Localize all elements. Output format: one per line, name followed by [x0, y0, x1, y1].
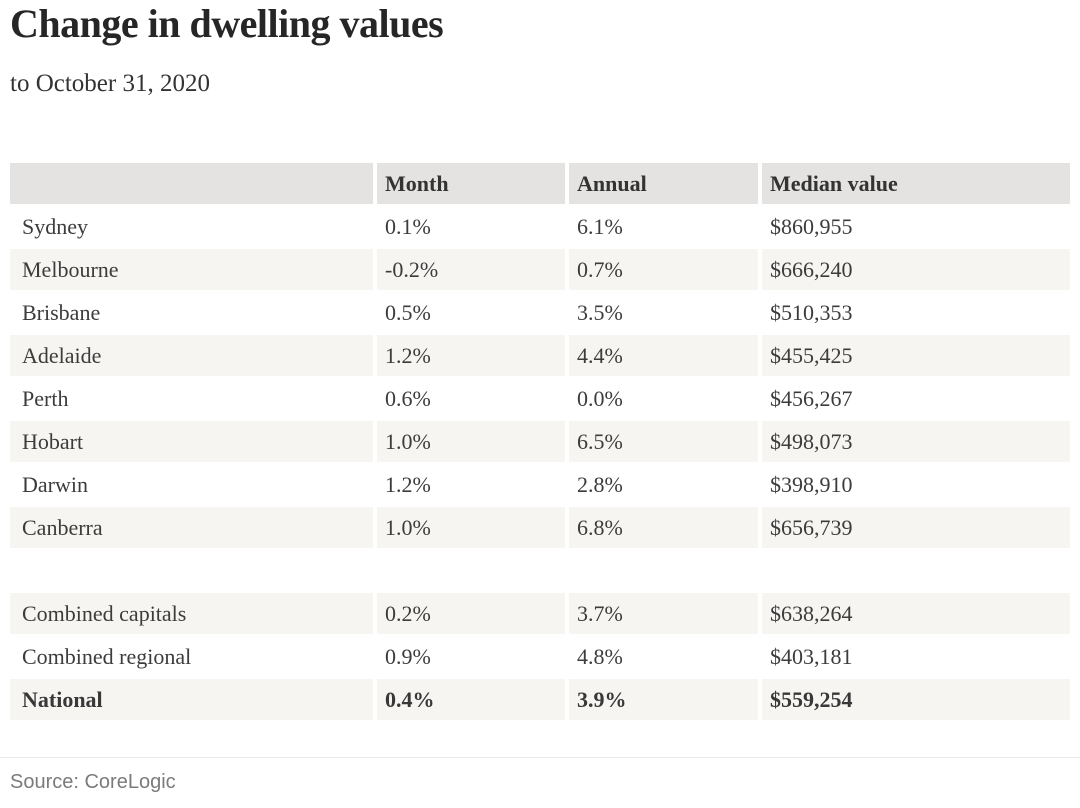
region-cell: Darwin — [10, 464, 377, 507]
median-value-cell: $666,240 — [762, 249, 1070, 292]
table-header-row: Month Annual Median value — [10, 163, 1070, 206]
city-rows-group: Sydney 0.1% 6.1% $860,955 Melbourne -0.2… — [10, 206, 1070, 550]
median-value-cell: $403,181 — [762, 636, 1070, 679]
month-cell: 0.6% — [377, 378, 569, 421]
page-title: Change in dwelling values — [10, 1, 444, 46]
region-cell: Perth — [10, 378, 377, 421]
median-value-cell: $638,264 — [762, 593, 1070, 636]
region-cell: Sydney — [10, 206, 377, 249]
annual-cell: 3.5% — [569, 292, 762, 335]
table-row-brisbane: Brisbane 0.5% 3.5% $510,353 — [10, 292, 1070, 335]
median-value-cell: $498,073 — [762, 421, 1070, 464]
median-value-cell: $656,739 — [762, 507, 1070, 550]
month-cell: 0.1% — [377, 206, 569, 249]
annual-cell: 4.8% — [569, 636, 762, 679]
region-cell: Adelaide — [10, 335, 377, 378]
month-cell: 0.4% — [377, 679, 569, 722]
table-row-hobart: Hobart 1.0% 6.5% $498,073 — [10, 421, 1070, 464]
dwelling-values-table: Month Annual Median value Sydney 0.1% 6.… — [10, 163, 1070, 722]
region-cell: Canberra — [10, 507, 377, 550]
region-cell: Combined capitals — [10, 593, 377, 636]
column-header-annual: Annual — [569, 163, 762, 206]
median-value-cell: $455,425 — [762, 335, 1070, 378]
month-cell: 1.2% — [377, 464, 569, 507]
page-subtitle: to October 31, 2020 — [10, 70, 210, 97]
median-value-cell: $456,267 — [762, 378, 1070, 421]
region-cell: Melbourne — [10, 249, 377, 292]
summary-rows-group: Combined capitals 0.2% 3.7% $638,264 Com… — [10, 593, 1070, 722]
table-row-darwin: Darwin 1.2% 2.8% $398,910 — [10, 464, 1070, 507]
spacer-group — [10, 550, 1070, 593]
table-row-adelaide: Adelaide 1.2% 4.4% $455,425 — [10, 335, 1070, 378]
table-row-combined-capitals: Combined capitals 0.2% 3.7% $638,264 — [10, 593, 1070, 636]
footer-divider — [0, 757, 1080, 758]
table-row-perth: Perth 0.6% 0.0% $456,267 — [10, 378, 1070, 421]
column-header-median-value: Median value — [762, 163, 1070, 206]
annual-cell: 6.1% — [569, 206, 762, 249]
annual-cell: 4.4% — [569, 335, 762, 378]
region-cell: Combined regional — [10, 636, 377, 679]
region-cell: Brisbane — [10, 292, 377, 335]
table-row-canberra: Canberra 1.0% 6.8% $656,739 — [10, 507, 1070, 550]
column-header-month: Month — [377, 163, 569, 206]
month-cell: 1.0% — [377, 421, 569, 464]
month-cell: 1.0% — [377, 507, 569, 550]
median-value-cell: $510,353 — [762, 292, 1070, 335]
table-row-sydney: Sydney 0.1% 6.1% $860,955 — [10, 206, 1070, 249]
source-attribution: Source: CoreLogic — [10, 771, 176, 793]
spacer-row — [10, 550, 1070, 593]
table-row-combined-regional: Combined regional 0.9% 4.8% $403,181 — [10, 636, 1070, 679]
table-row-melbourne: Melbourne -0.2% 0.7% $666,240 — [10, 249, 1070, 292]
region-cell: Hobart — [10, 421, 377, 464]
column-header-region — [10, 163, 377, 206]
month-cell: -0.2% — [377, 249, 569, 292]
spacer-cell — [10, 550, 1070, 593]
month-cell: 0.2% — [377, 593, 569, 636]
month-cell: 0.5% — [377, 292, 569, 335]
month-cell: 1.2% — [377, 335, 569, 378]
median-value-cell: $860,955 — [762, 206, 1070, 249]
annual-cell: 6.8% — [569, 507, 762, 550]
table-header: Month Annual Median value — [10, 163, 1070, 206]
annual-cell: 6.5% — [569, 421, 762, 464]
annual-cell: 2.8% — [569, 464, 762, 507]
annual-cell: 3.9% — [569, 679, 762, 722]
median-value-cell: $559,254 — [762, 679, 1070, 722]
annual-cell: 0.0% — [569, 378, 762, 421]
annual-cell: 0.7% — [569, 249, 762, 292]
annual-cell: 3.7% — [569, 593, 762, 636]
region-cell: National — [10, 679, 377, 722]
month-cell: 0.9% — [377, 636, 569, 679]
table-row-national: National 0.4% 3.9% $559,254 — [10, 679, 1070, 722]
median-value-cell: $398,910 — [762, 464, 1070, 507]
